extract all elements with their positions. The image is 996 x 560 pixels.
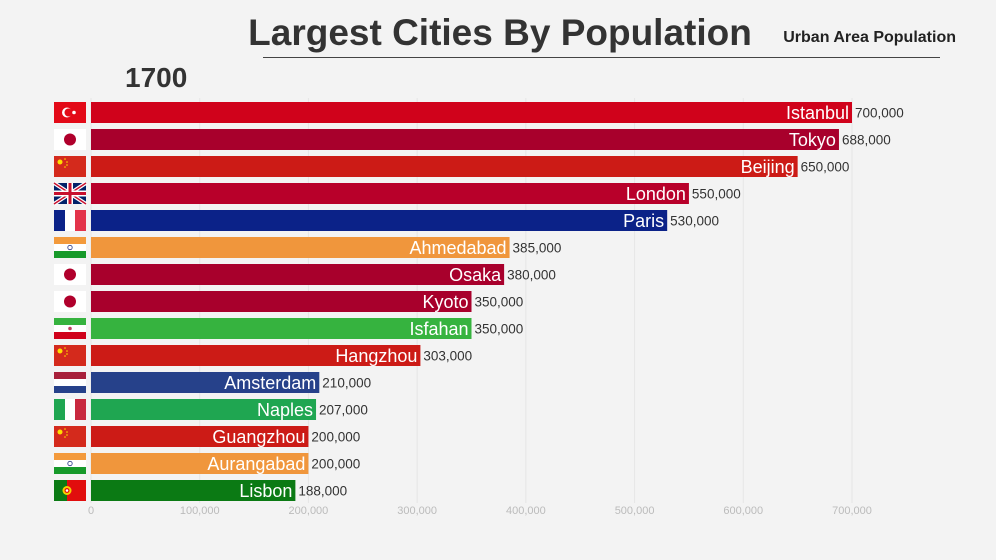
bar-row: Amsterdam 210,000 (54, 372, 371, 393)
bar (91, 264, 505, 285)
x-tick-label: 500,000 (615, 505, 655, 517)
chart-title: Largest Cities By Population (248, 12, 752, 53)
italy-flag-icon (54, 399, 86, 420)
bar-row: Lisbon 188,000 (54, 480, 347, 501)
bar (91, 345, 421, 366)
bar-value-label: 700,000 (855, 106, 904, 121)
bar-category-label: Tokyo (789, 130, 836, 150)
bar-row: Naples 207,000 (54, 399, 368, 420)
bar-row: Tokyo 688,000 (54, 129, 891, 150)
bar (91, 129, 839, 150)
japan-flag-icon (54, 264, 86, 285)
bar (91, 291, 472, 312)
bar-row: Ahmedabad 385,000 (54, 237, 561, 258)
bar-row: Paris 530,000 (54, 210, 719, 231)
india-flag-icon (54, 237, 86, 258)
bar (91, 156, 798, 177)
bar (91, 102, 852, 123)
bar-value-label: 550,000 (692, 187, 741, 202)
x-tick-label: 700,000 (832, 505, 872, 517)
bar-value-label: 380,000 (507, 268, 556, 283)
bar (91, 480, 296, 501)
bar-row: Guangzhou 200,000 (54, 426, 360, 447)
netherlands-flag-icon (54, 372, 86, 393)
bar-row: Isfahan 350,000 (54, 318, 523, 339)
bar-category-label: Aurangabad (207, 454, 305, 474)
china-flag-icon (54, 156, 86, 177)
bar-category-label: Amsterdam (224, 373, 316, 393)
bar-value-label: 303,000 (423, 349, 472, 364)
bar-value-label: 210,000 (322, 376, 371, 391)
bar-category-label: Naples (257, 400, 313, 420)
x-tick-label: 100,000 (180, 505, 220, 517)
bar-value-label: 200,000 (311, 457, 360, 472)
portugal-flag-icon (54, 480, 86, 501)
bar (91, 318, 472, 339)
bar-value-label: 650,000 (801, 160, 850, 175)
bar-value-label: 530,000 (670, 214, 719, 229)
bar-row: Beijing 650,000 (54, 156, 849, 177)
bar-category-label: Kyoto (422, 292, 468, 312)
x-tick-label: 200,000 (289, 505, 329, 517)
title-divider (263, 57, 940, 58)
bar (91, 183, 689, 204)
bar-value-label: 200,000 (311, 430, 360, 445)
x-tick-label: 300,000 (397, 505, 437, 517)
bar (91, 210, 668, 231)
bar-row: Hangzhou 303,000 (54, 345, 472, 366)
bar-value-label: 688,000 (842, 133, 891, 148)
bar-value-label: 188,000 (298, 484, 347, 499)
bar-value-label: 207,000 (319, 403, 368, 418)
chart-subtitle: Urban Area Population (783, 29, 956, 46)
bar-category-label: Hangzhou (335, 346, 417, 366)
bar-value-label: 350,000 (475, 295, 524, 310)
bar-category-label: Paris (623, 211, 664, 231)
bar-row: Kyoto 350,000 (54, 291, 523, 312)
bar (91, 372, 320, 393)
turkey-flag-icon (54, 102, 86, 123)
iran-flag-icon (54, 318, 86, 339)
uk-flag-icon (52, 181, 88, 206)
bar-category-label: London (626, 184, 686, 204)
bar-category-label: Guangzhou (212, 427, 305, 447)
bar-row: Istanbul 700,000 (54, 102, 904, 123)
bar (91, 453, 309, 474)
india-flag-icon (54, 453, 86, 474)
japan-flag-icon (54, 129, 86, 150)
bar-category-label: Beijing (741, 157, 795, 177)
bar-row: London 550,000 (52, 181, 741, 206)
x-tick-label: 600,000 (723, 505, 763, 517)
bar (91, 399, 317, 420)
bar-row: Aurangabad 200,000 (54, 453, 360, 474)
bar-category-label: Ahmedabad (409, 238, 506, 258)
japan-flag-icon (54, 291, 86, 312)
bar-category-label: Istanbul (786, 103, 849, 123)
year-label: 1700 (125, 62, 188, 93)
bar-value-label: 350,000 (475, 322, 524, 337)
bar (91, 237, 510, 258)
france-flag-icon (54, 210, 86, 231)
bar-category-label: Osaka (449, 265, 502, 285)
bar-category-label: Lisbon (239, 481, 292, 501)
bar-value-label: 385,000 (513, 241, 562, 256)
x-tick-label: 400,000 (506, 505, 546, 517)
x-tick-label: 0 (88, 505, 94, 517)
bar (91, 426, 309, 447)
china-flag-icon (54, 345, 86, 366)
china-flag-icon (54, 426, 86, 447)
bar-category-label: Isfahan (409, 319, 468, 339)
bar-row: Osaka 380,000 (54, 264, 556, 285)
